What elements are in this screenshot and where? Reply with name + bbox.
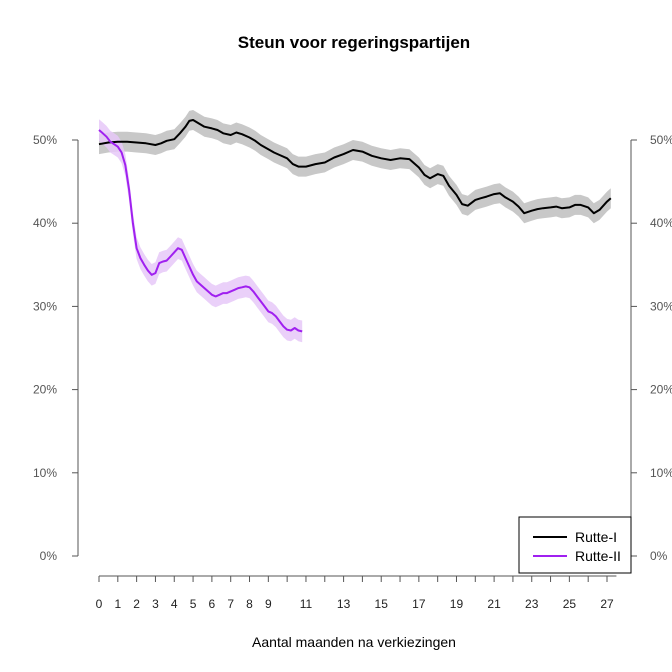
x-tick-label: 9 <box>265 597 272 611</box>
y-tick-label-left: 10% <box>33 466 57 480</box>
x-axis-title: Aantal maanden na verkiezingen <box>252 634 456 650</box>
legend: Rutte-I Rutte-II <box>518 516 632 574</box>
x-axis: 0 1 2 3 4 5 6 7 8 9 11 13 15 17 19 21 23 25 27 <box>96 575 617 611</box>
y-tick-label-left: 30% <box>33 299 57 313</box>
y-tick-label-left: 0% <box>40 549 58 563</box>
band-rutte-ii <box>99 119 303 343</box>
line-rutte-ii <box>98 129 303 333</box>
x-tick-label: 5 <box>190 597 197 611</box>
y-tick-label-right: 0% <box>650 549 668 563</box>
y-tick-label-right: 40% <box>650 216 672 230</box>
y-tick-label-right: 10% <box>650 466 672 480</box>
x-tick-label: 19 <box>450 597 464 611</box>
y-axis-left: 0% 10% 20% 30% 40% 50% <box>33 133 79 563</box>
y-tick-label-left: 50% <box>33 133 57 147</box>
y-axis-right: 0% 10% 20% 30% 40% 50% <box>630 133 672 563</box>
x-tick-label: 17 <box>412 597 426 611</box>
chart-title: Steun voor regeringspartijen <box>238 33 470 52</box>
x-tick-label: 3 <box>152 597 159 611</box>
line-rutte-i <box>98 119 612 215</box>
x-tick-label: 25 <box>563 597 577 611</box>
confidence-bands <box>99 110 611 343</box>
y-tick-label-right: 20% <box>650 383 672 397</box>
x-tick-label: 21 <box>487 597 501 611</box>
legend-label-rutte-i: Rutte-I <box>575 529 617 545</box>
y-tick-label-left: 40% <box>33 216 57 230</box>
x-tick-label: 7 <box>227 597 234 611</box>
x-tick-label: 8 <box>246 597 253 611</box>
legend-box <box>518 516 632 574</box>
band-rutte-i <box>99 110 611 224</box>
x-tick-label: 4 <box>171 597 178 611</box>
x-tick-label: 0 <box>96 597 103 611</box>
x-tick-label: 23 <box>525 597 539 611</box>
x-tick-label: 27 <box>600 597 614 611</box>
x-tick-label: 15 <box>375 597 389 611</box>
series-lines <box>98 119 612 333</box>
y-tick-label-left: 20% <box>33 383 57 397</box>
x-tick-label: 2 <box>133 597 140 611</box>
x-tick-label: 6 <box>209 597 216 611</box>
legend-label-rutte-ii: Rutte-II <box>575 548 621 564</box>
x-tick-label: 11 <box>300 597 313 611</box>
y-tick-label-right: 30% <box>650 299 672 313</box>
x-tick-label: 13 <box>337 597 351 611</box>
y-tick-label-right: 50% <box>650 133 672 147</box>
x-tick-label: 1 <box>114 597 121 611</box>
